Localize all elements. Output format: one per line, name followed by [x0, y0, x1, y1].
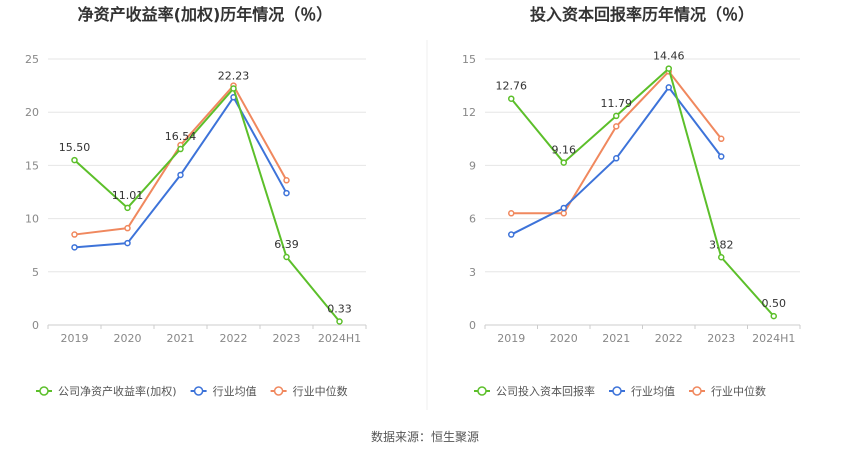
chart-roe: 净资产收益率(加权)历年情况（％） 0 5 10 15 20 25 2019 2020 2021 2…	[25, 5, 367, 398]
data-point-industry_avg	[124, 239, 131, 247]
legend-swatch-marker	[477, 386, 487, 396]
data-point-company	[177, 145, 184, 153]
data-label: 16.54	[165, 130, 197, 143]
legend-swatch-marker	[612, 386, 622, 396]
y-tick-label: 15	[25, 159, 39, 172]
data-point-industry_avg	[283, 189, 290, 197]
legend-item-industry_avg: 行业均值	[190, 385, 257, 398]
y-tick-label: 5	[32, 266, 39, 279]
y-tick-label: 6	[469, 213, 476, 226]
series-line-industry_median	[74, 84, 288, 236]
series-line-company	[73, 87, 341, 323]
y-tick-label: 0	[469, 319, 476, 332]
data-point-industry_avg	[177, 171, 184, 179]
legend-item-industry_median: 行业中位数	[270, 384, 348, 398]
data-point-industry_avg	[613, 155, 620, 162]
data-source-label: 数据来源：恒生聚源	[370, 430, 479, 444]
x-tick-label: 2023	[707, 332, 735, 345]
legend-swatch-marker	[39, 386, 49, 396]
data-label: 22.23	[218, 69, 250, 82]
data-point-industry_avg	[71, 244, 78, 251]
legend-label: 行业均值	[631, 385, 675, 398]
chart-title: 净资产收益率(加权)历年情况（％）	[78, 5, 333, 24]
y-tick-label: 3	[469, 266, 476, 279]
data-label: 9.16	[552, 144, 577, 157]
x-tick-label: 2020	[550, 332, 578, 345]
x-tick-label: 2019	[61, 332, 89, 345]
x-tick-label: 2022	[220, 332, 248, 345]
data-label: 11.79	[601, 97, 633, 110]
data-label: 6.39	[274, 238, 299, 251]
y-tick-label: 20	[25, 106, 39, 119]
data-label: 0.50	[762, 297, 787, 310]
legend-label: 行业均值	[213, 385, 257, 398]
data-point-industry_median	[613, 123, 620, 130]
data-label: 0.33	[327, 302, 352, 315]
y-tick-label: 9	[469, 159, 476, 172]
data-label: 15.50	[59, 141, 91, 154]
data-point-company	[283, 253, 290, 261]
legend-swatch-marker	[692, 386, 702, 396]
x-tick-label: 2022	[655, 332, 683, 345]
y-tick-label: 0	[32, 319, 39, 332]
x-tick-label: 2023	[273, 332, 301, 345]
legend-item-company: 公司净资产收益率(加权)	[36, 384, 177, 398]
data-label: 12.76	[496, 80, 528, 93]
data-point-company	[770, 312, 777, 320]
data-point-company	[230, 85, 237, 92]
x-tick-label: 2024H1	[318, 332, 361, 345]
data-point-company	[718, 254, 725, 261]
y-tick-label: 15	[462, 53, 476, 66]
data-point-company	[508, 95, 515, 102]
data-point-industry_median	[283, 177, 290, 184]
data-point-industry_median	[124, 224, 131, 232]
data-point-industry_median	[71, 231, 78, 238]
data-point-company	[665, 65, 672, 72]
chart-roic: 投入资本回报率历年情况（％） 0 3 6 9 12 15 2019 2020 2021 2022 20…	[462, 5, 801, 398]
x-tick-label: 2019	[497, 332, 525, 345]
y-tick-label: 25	[25, 53, 39, 66]
data-point-industry_avg	[718, 153, 725, 160]
legend-label: 行业中位数	[711, 384, 766, 398]
legend-label: 公司投入资本回报率	[496, 384, 595, 398]
legend-item-company: 公司投入资本回报率	[474, 384, 595, 398]
x-tick-label: 2021	[167, 332, 195, 345]
x-tick-label: 2024H1	[752, 332, 795, 345]
chart-title: 投入资本回报率历年情况（％）	[530, 5, 754, 24]
legend-swatch-marker	[193, 386, 204, 396]
data-point-industry_median	[718, 135, 725, 143]
data-label: 14.46	[653, 50, 685, 63]
legend-swatch-marker	[273, 386, 284, 396]
x-tick-label: 2020	[114, 332, 142, 345]
series-line-company	[510, 67, 775, 317]
data-point-industry_avg	[508, 231, 515, 238]
data-label: 11.01	[112, 189, 144, 202]
legend-label: 行业中位数	[293, 384, 348, 398]
y-tick-label: 12	[462, 106, 476, 119]
data-point-company	[71, 156, 78, 164]
data-point-industry_avg	[665, 84, 672, 91]
y-tick-label: 10	[25, 213, 39, 226]
data-point-company	[336, 318, 343, 325]
legend-item-industry_median: 行业中位数	[689, 384, 766, 398]
data-point-industry_median	[560, 210, 567, 217]
data-point-industry_median	[508, 210, 515, 217]
legend-label: 公司净资产收益率(加权)	[58, 384, 177, 398]
data-point-industry_avg	[560, 204, 567, 212]
data-point-company	[613, 112, 620, 120]
x-tick-label: 2021	[602, 332, 630, 345]
data-point-company	[560, 159, 567, 166]
data-point-company	[124, 204, 131, 212]
data-label: 3.82	[709, 238, 734, 251]
legend-item-industry_avg: 行业均值	[609, 385, 675, 398]
